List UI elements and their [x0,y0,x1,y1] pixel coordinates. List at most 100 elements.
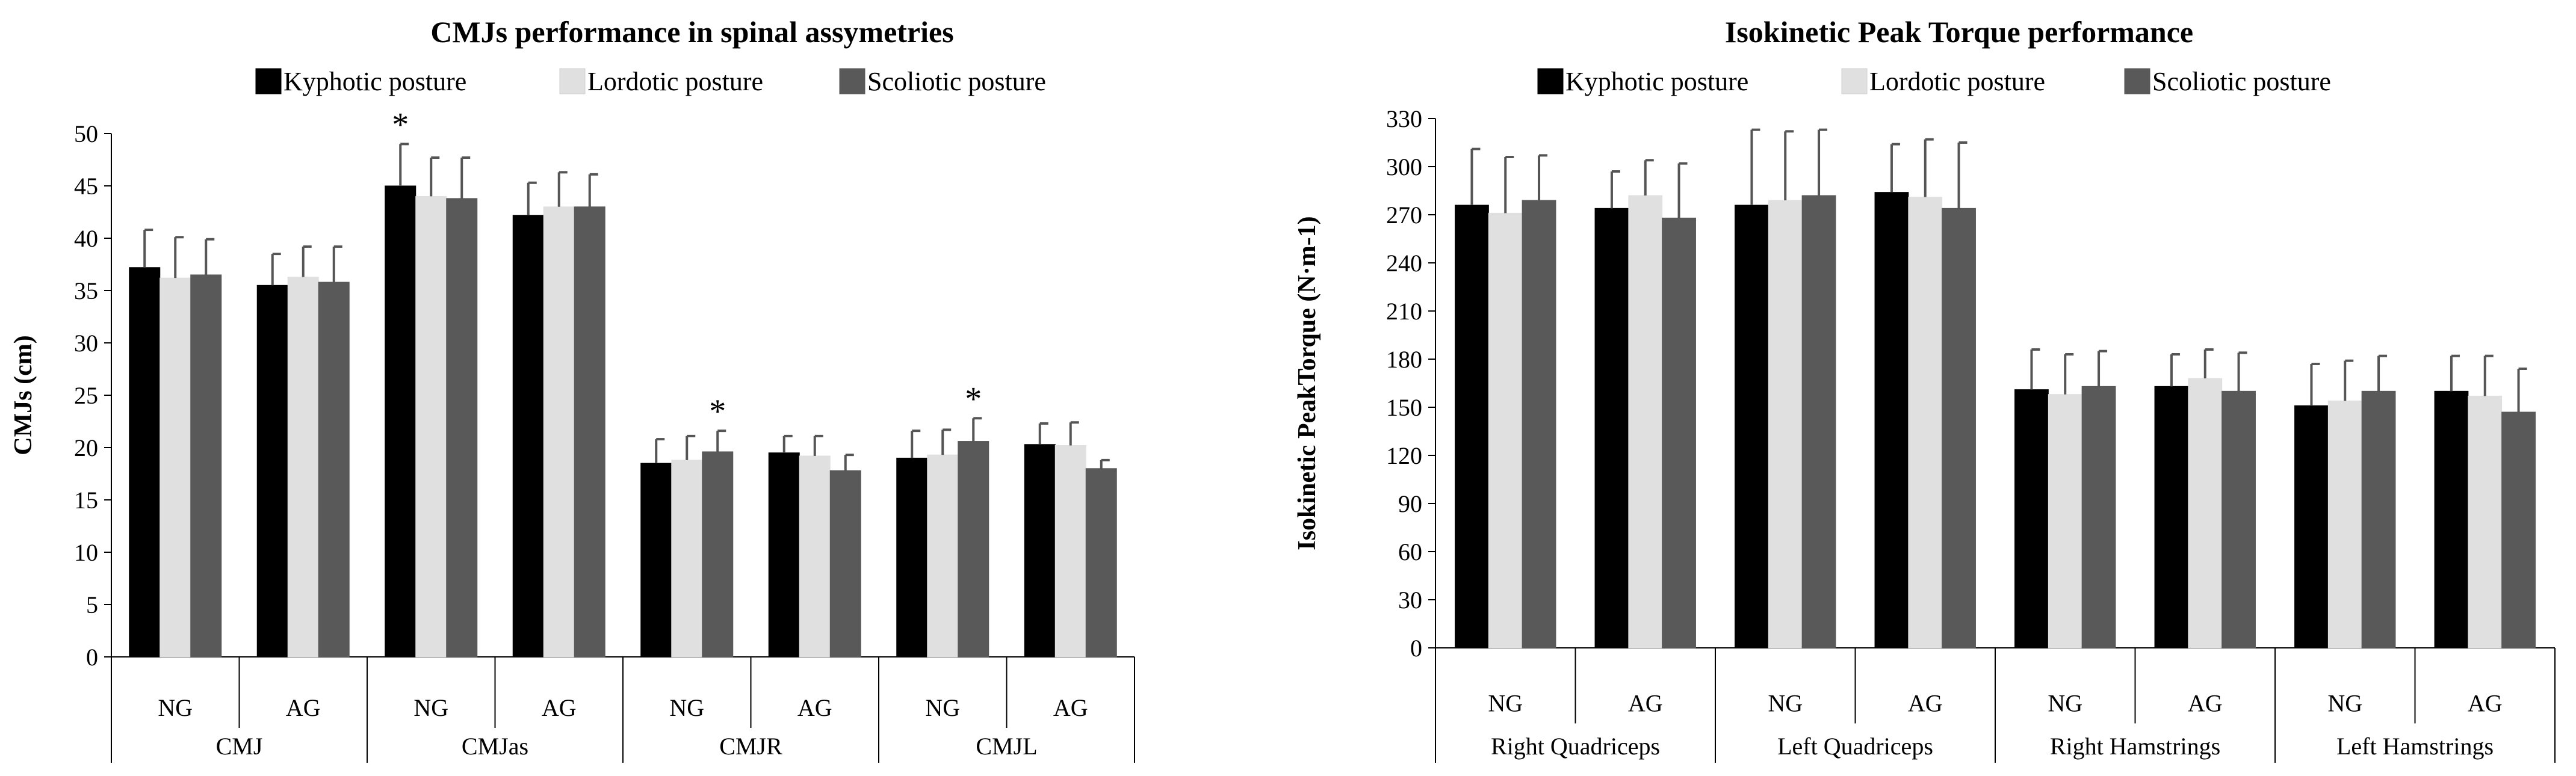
peak-torque-chart: Isokinetic Peak Torque performance Isoki… [1293,15,2556,763]
x-tick-label-subgroup: NG [669,694,704,721]
x-tick-label-group: Left Quadriceps [1777,733,1933,760]
y-tick-label: 30 [1398,587,1422,614]
bar [958,441,989,657]
bar [256,285,288,657]
bar [2154,386,2189,648]
x-tick-label-subgroup: NG [158,694,193,721]
bar [1488,212,1523,648]
y-tick-label: 5 [86,591,98,618]
bar [2361,390,2396,648]
y-tick-label: 35 [74,277,98,304]
bar [2221,390,2256,648]
bar [799,455,831,657]
x-tick-label-group: CMJ [216,733,263,760]
x-tick-label-subgroup: AG [2468,690,2503,717]
bar [1874,192,1909,648]
y-axis-label: CMJs (cm) [10,335,37,455]
bar [574,206,605,657]
x-tick-label-subgroup: NG [2048,690,2082,717]
y-tick-label: 90 [1398,490,1422,517]
bar [1522,200,1556,648]
bar [2468,395,2503,648]
bar [1085,468,1117,657]
x-tick-label-subgroup: NG [1488,690,1523,717]
chart-title: CMJs performance in spinal assymetries [430,15,953,49]
bar [2294,405,2329,648]
y-tick-label: 60 [1398,538,1422,565]
bar [1768,200,1803,648]
y-tick-label: 300 [1386,153,1422,180]
significance-marker: * [965,380,982,417]
x-tick-label-subgroup: AG [2188,690,2223,717]
y-tick-label: 150 [1386,394,1422,421]
x-tick-label-subgroup: AG [1053,694,1088,721]
bar [768,452,800,657]
bar [287,276,319,657]
bar [1662,217,1696,648]
x-tick-label-group: Left Hamstrings [2336,733,2494,760]
y-tick-label: 0 [1410,635,1422,662]
bar [896,457,928,657]
bar [2014,389,2049,648]
bar [1455,205,1489,648]
x-tick-label-subgroup: AG [1628,690,1663,717]
chart-title: Isokinetic Peak Torque performance [1725,15,2193,49]
bar [829,470,861,657]
bar [2048,394,2082,648]
legend-label: Kyphotic posture [1565,67,1748,96]
legend-swatch [559,68,586,94]
y-tick-label: 180 [1386,346,1422,373]
y-tick-label: 0 [86,644,98,671]
significance-marker: * [392,106,409,143]
legend-swatch [2124,68,2150,94]
y-tick-label: 45 [74,173,98,200]
y-tick-label: 330 [1386,105,1422,132]
bar [385,185,416,657]
legend-swatch [1841,68,1868,94]
x-tick-label-subgroup: AG [286,694,321,721]
bar [2434,390,2469,648]
x-tick-label-subgroup: AG [1908,690,1943,717]
bar [2501,411,2536,648]
x-tick-label-subgroup: AG [797,694,832,721]
bar [671,460,703,657]
cmjs-chart: CMJs performance in spinal assymetries C… [10,15,1135,763]
x-tick-label-group: CMJR [719,733,782,760]
legend-label: Lordotic posture [1869,67,2045,96]
bar [446,198,478,657]
bar [1024,444,1056,657]
bar [1801,195,1836,648]
bar [640,463,672,657]
y-tick-label: 270 [1386,202,1422,229]
y-axis-label: Isokinetic PeakTorque (N·m-1) [1293,216,1321,550]
bar [1735,205,1769,648]
x-tick-label-subgroup: AG [542,694,577,721]
x-tick-label-subgroup: NG [925,694,960,721]
y-tick-label: 40 [74,225,98,252]
y-tick-label: 210 [1386,298,1422,325]
bar [543,206,575,657]
legend-swatch [255,68,282,94]
y-tick-label: 30 [74,330,98,357]
bar [1054,445,1086,657]
bar [159,277,191,657]
bar [318,282,350,657]
y-tick-label: 240 [1386,250,1422,277]
bar [415,196,447,657]
bar [927,454,959,657]
bar [2327,400,2362,648]
y-tick-label: 10 [74,539,98,566]
y-tick-label: 50 [74,120,98,147]
significance-marker: * [709,393,726,430]
bar [1594,208,1629,648]
y-tick-label: 25 [74,382,98,409]
bar [512,215,544,657]
bar [190,274,222,657]
bar [2188,378,2223,648]
legend-label: Scoliotic posture [867,67,1046,96]
x-tick-label-subgroup: NG [413,694,448,721]
y-tick-label: 20 [74,434,98,461]
bar [1942,208,1976,648]
bar [129,267,161,657]
